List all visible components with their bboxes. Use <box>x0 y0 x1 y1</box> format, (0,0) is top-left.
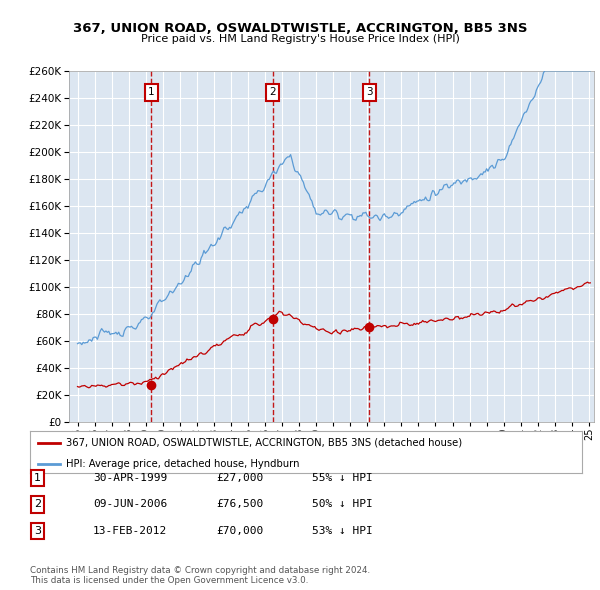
Text: 1: 1 <box>34 473 41 483</box>
Text: 2: 2 <box>34 500 41 509</box>
Text: £70,000: £70,000 <box>216 526 263 536</box>
Text: 30-APR-1999: 30-APR-1999 <box>93 473 167 483</box>
Text: £27,000: £27,000 <box>216 473 263 483</box>
Text: Price paid vs. HM Land Registry's House Price Index (HPI): Price paid vs. HM Land Registry's House … <box>140 34 460 44</box>
Text: 1: 1 <box>148 87 155 97</box>
Text: 13-FEB-2012: 13-FEB-2012 <box>93 526 167 536</box>
Text: Contains HM Land Registry data © Crown copyright and database right 2024.
This d: Contains HM Land Registry data © Crown c… <box>30 566 370 585</box>
Text: 3: 3 <box>366 87 373 97</box>
Text: 367, UNION ROAD, OSWALDTWISTLE, ACCRINGTON, BB5 3NS (detached house): 367, UNION ROAD, OSWALDTWISTLE, ACCRINGT… <box>66 438 462 448</box>
Text: 2: 2 <box>269 87 276 97</box>
Text: £76,500: £76,500 <box>216 500 263 509</box>
Text: 3: 3 <box>34 526 41 536</box>
Text: 50% ↓ HPI: 50% ↓ HPI <box>312 500 373 509</box>
Text: 53% ↓ HPI: 53% ↓ HPI <box>312 526 373 536</box>
Text: 367, UNION ROAD, OSWALDTWISTLE, ACCRINGTON, BB5 3NS: 367, UNION ROAD, OSWALDTWISTLE, ACCRINGT… <box>73 22 527 35</box>
Text: 09-JUN-2006: 09-JUN-2006 <box>93 500 167 509</box>
Text: 55% ↓ HPI: 55% ↓ HPI <box>312 473 373 483</box>
Text: HPI: Average price, detached house, Hyndburn: HPI: Average price, detached house, Hynd… <box>66 459 299 469</box>
